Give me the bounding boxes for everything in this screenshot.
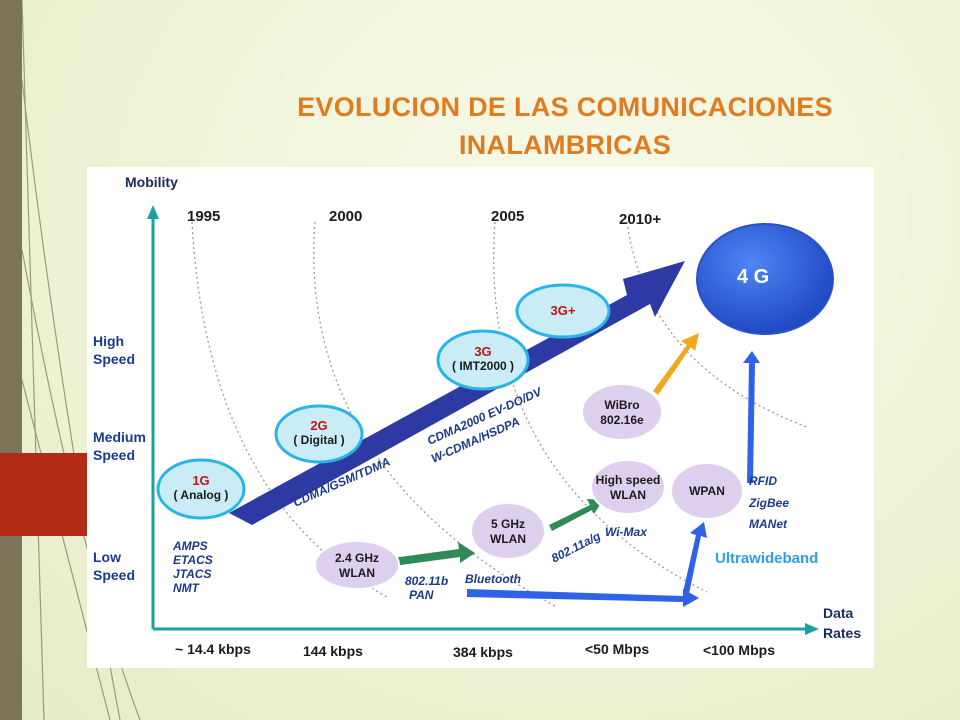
- tech-802-11b: 802.11b: [405, 574, 449, 588]
- arc-2000: [313, 221, 558, 608]
- bubble-3g: [436, 329, 530, 391]
- rate-label-5: <100 Mbps: [703, 642, 775, 658]
- network-bubbles: [314, 383, 744, 590]
- x-axis-label-line-1: Data: [823, 605, 854, 621]
- year-label-1995: 1995: [187, 208, 221, 225]
- bubble-wlan-5-line-1: 5 GHz: [490, 517, 525, 531]
- bubble-3g-sub: ( IMT2000 ): [451, 359, 514, 373]
- left-accent-bar: [0, 0, 22, 720]
- bubble-wlan-24: [314, 540, 400, 590]
- tech-pan: PAN: [409, 588, 434, 602]
- bubble-3g-plus-text: 3G+: [533, 303, 593, 318]
- speed-medium-line-1: Medium: [93, 429, 146, 445]
- tech-jtacs: JTACS: [173, 567, 212, 581]
- diagram-graphics: [147, 205, 834, 635]
- red-accent-block: [0, 453, 87, 536]
- speed-high-line-1: High: [93, 333, 125, 349]
- year-label-2005: 2005: [491, 208, 525, 225]
- bubble-wlan-24-line-1: 2.4 GHz: [334, 551, 379, 565]
- wpan-up-arrow: [683, 522, 707, 594]
- tech-rfid: RFID: [749, 474, 777, 488]
- bubble-2g-sub: ( Digital ): [293, 433, 345, 447]
- bubble-wibro-text: WiBro 802.16e: [587, 398, 657, 428]
- speed-label-high: High Speed: [93, 332, 135, 368]
- year-label-2010: 2010+: [619, 211, 662, 228]
- tech-nmt: NMT: [173, 581, 199, 595]
- bubble-wlan-hs-line-2: WLAN: [610, 488, 646, 502]
- arc-2010: [626, 221, 808, 428]
- bubble-wlan-24-line-2: WLAN: [339, 566, 375, 580]
- bubble-wlan-hs-line-1: High speed: [595, 473, 661, 487]
- rate-label-4: <50 Mbps: [585, 641, 650, 657]
- bubble-2g: [274, 404, 364, 464]
- bubble-1g-text: 1G ( Analog ): [161, 473, 241, 503]
- speed-low-line-1: Low: [93, 549, 121, 565]
- tech-etacs: ETACS: [173, 553, 213, 567]
- bubble-wlan-5-text: 5 GHz WLAN: [475, 517, 541, 547]
- bubble-2g-title: 2G: [310, 418, 328, 433]
- year-arcs: [191, 221, 808, 608]
- year-label-2000: 2000: [329, 208, 363, 225]
- bubble-3g-text: 3G ( IMT2000 ): [443, 344, 523, 374]
- bubble-wlan-hs-text: High speed WLAN: [590, 473, 666, 503]
- bubble-4g: [696, 223, 834, 335]
- tech-wimax: Wi-Max: [605, 525, 647, 539]
- speed-medium-line-2: Speed: [93, 447, 136, 463]
- bubble-3g-plus: [515, 283, 611, 339]
- bubble-3g-title: 3G: [474, 344, 492, 359]
- title-line-2: INALAMBRICAS: [458, 130, 672, 160]
- green-arrow-2: [549, 499, 603, 531]
- speed-label-low: Low Speed: [93, 548, 135, 584]
- rate-label-3: 384 kbps: [453, 644, 513, 660]
- bubble-wlan-24-text: 2.4 GHz WLAN: [319, 551, 395, 581]
- rate-label-1: ~ 14.4 kbps: [175, 641, 251, 657]
- green-arrow-1: [385, 542, 475, 567]
- page-title: EVOLUCION DE LAS COMUNICACIONES INALAMBR…: [240, 88, 890, 164]
- evolution-diagram: Mobility Data Rates 1995 2000 2005 2010+…: [87, 167, 874, 668]
- axes: [147, 205, 819, 635]
- bubble-3g-plus-title: 3G+: [550, 303, 576, 318]
- x-axis-arrowhead: [805, 623, 819, 635]
- tech-manet: MANet: [749, 517, 787, 531]
- y-axis-label: Mobility: [125, 174, 178, 190]
- tech-zigbee: ZigBee: [749, 496, 790, 510]
- bubble-1g-title: 1G: [192, 473, 210, 488]
- bubble-2g-text: 2G ( Digital ): [279, 418, 359, 448]
- first-gen-tech-list: AMPS ETACS JTACS NMT: [173, 539, 213, 595]
- arc-2005: [493, 221, 708, 593]
- bubble-wlan-5: [470, 502, 546, 560]
- rate-label-2: 144 kbps: [303, 643, 363, 659]
- title-line-1: EVOLUCION DE LAS COMUNICACIONES: [297, 92, 833, 122]
- bluetooth-arrow: [467, 589, 699, 607]
- y-axis-arrowhead: [147, 205, 159, 219]
- bubble-wibro-line-1: WiBro: [604, 398, 640, 412]
- orange-arrow: [653, 333, 699, 395]
- bubble-wpan: [670, 462, 744, 520]
- bubble-wibro-line-2: 802.16e: [600, 413, 644, 427]
- tech-amps: AMPS: [173, 539, 208, 553]
- generation-bubbles: [156, 283, 611, 520]
- speed-high-line-2: Speed: [93, 351, 136, 367]
- bubble-wlan-hs: [590, 459, 666, 515]
- bubble-4g-text: 4 G: [737, 266, 770, 288]
- speed-low-line-2: Speed: [93, 567, 136, 583]
- bubble-wpan-text: WPAN: [689, 484, 725, 498]
- bubble-wlan-5-line-2: WLAN: [490, 532, 526, 546]
- x-axis-label-line-2: Rates: [823, 625, 862, 641]
- tech-bluetooth: Bluetooth: [465, 572, 521, 586]
- tech-ultrawideband: Ultrawideband: [715, 550, 819, 567]
- 4g-up-arrow: [743, 351, 760, 483]
- bubble-1g: [156, 458, 246, 520]
- bubble-1g-sub: ( Analog ): [173, 488, 229, 502]
- bubble-wibro: [581, 383, 663, 441]
- speed-label-medium: Medium Speed: [93, 428, 146, 464]
